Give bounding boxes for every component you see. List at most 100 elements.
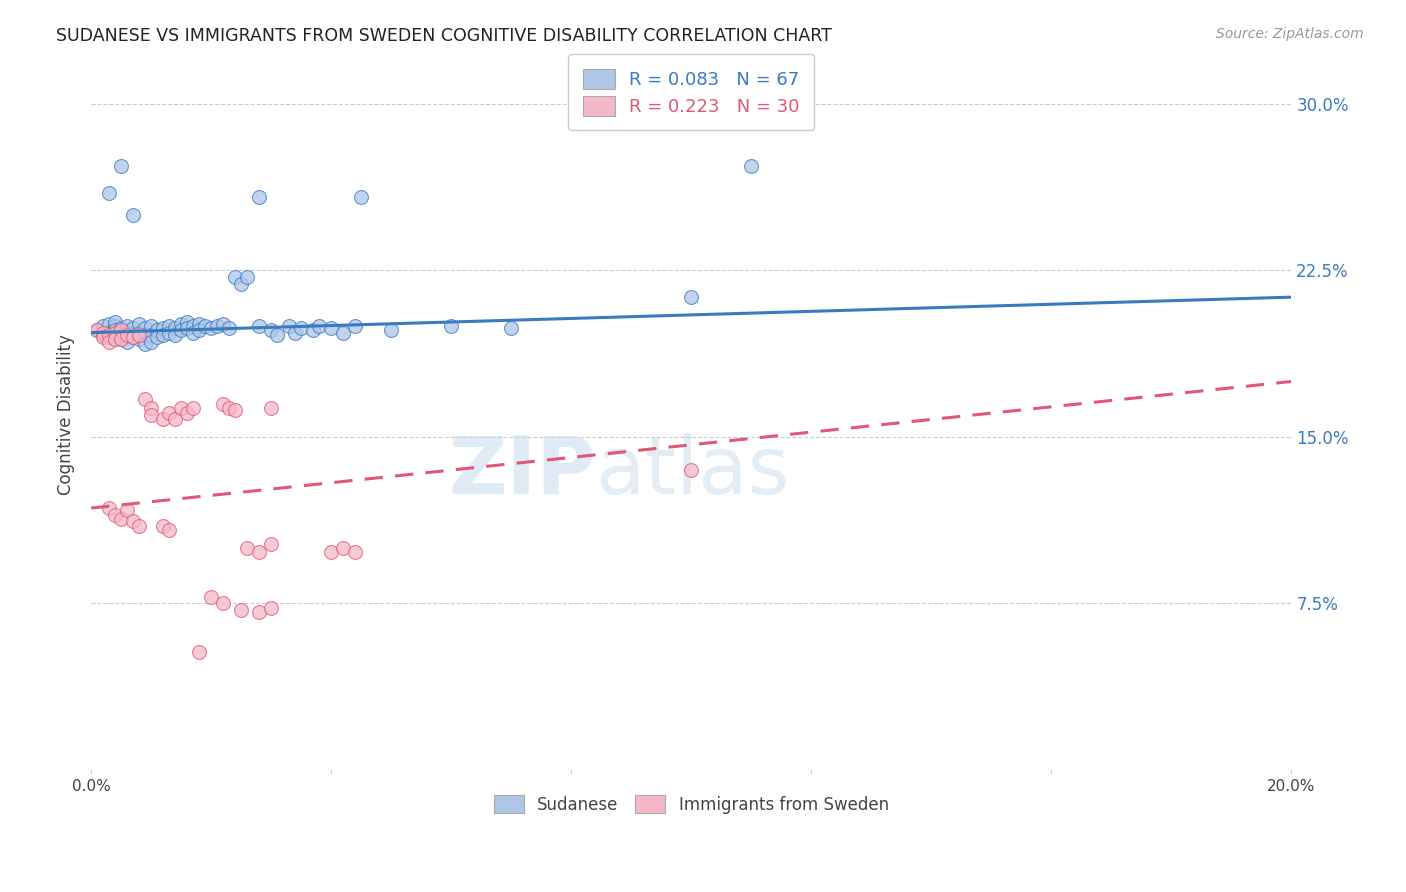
Point — [247, 545, 270, 559]
Point — [115, 327, 138, 342]
Point — [176, 314, 198, 328]
Point — [181, 318, 204, 333]
Point — [284, 326, 307, 340]
Point — [152, 321, 174, 335]
Point — [332, 326, 354, 340]
Point — [104, 332, 127, 346]
Point — [344, 318, 367, 333]
Point — [194, 318, 217, 333]
Point — [128, 332, 150, 346]
Point — [290, 321, 312, 335]
Point — [98, 327, 121, 342]
Point — [302, 323, 325, 337]
Point — [236, 270, 259, 285]
Point — [104, 508, 127, 522]
Point — [91, 326, 114, 340]
Point — [236, 541, 259, 555]
Point — [115, 334, 138, 349]
Point — [141, 408, 163, 422]
Point — [224, 403, 246, 417]
Point — [134, 327, 156, 342]
Point — [188, 323, 211, 337]
Text: SUDANESE VS IMMIGRANTS FROM SWEDEN COGNITIVE DISABILITY CORRELATION CHART: SUDANESE VS IMMIGRANTS FROM SWEDEN COGNI… — [56, 27, 832, 45]
Point — [181, 326, 204, 340]
Point — [176, 321, 198, 335]
Point — [350, 190, 373, 204]
Point — [247, 606, 270, 620]
Point — [91, 318, 114, 333]
Point — [110, 321, 132, 335]
Point — [128, 317, 150, 331]
Point — [98, 186, 121, 200]
Point — [260, 401, 283, 416]
Point — [260, 536, 283, 550]
Point — [134, 336, 156, 351]
Point — [86, 323, 108, 337]
Point — [212, 597, 235, 611]
Point — [501, 321, 523, 335]
Point — [740, 159, 762, 173]
Legend: Sudanese, Immigrants from Sweden: Sudanese, Immigrants from Sweden — [482, 783, 900, 826]
Point — [181, 401, 204, 416]
Point — [231, 603, 253, 617]
Point — [110, 332, 132, 346]
Point — [146, 323, 169, 337]
Point — [91, 327, 114, 342]
Point — [260, 601, 283, 615]
Point — [188, 317, 211, 331]
Point — [128, 518, 150, 533]
Point — [98, 317, 121, 331]
Point — [205, 318, 228, 333]
Point — [165, 412, 187, 426]
Point — [332, 541, 354, 555]
Point — [134, 321, 156, 335]
Point — [104, 314, 127, 328]
Point — [128, 326, 150, 340]
Point — [321, 545, 343, 559]
Point — [98, 330, 121, 344]
Point — [218, 401, 240, 416]
Point — [321, 321, 343, 335]
Point — [165, 321, 187, 335]
Point — [134, 392, 156, 407]
Point — [308, 318, 330, 333]
Point — [176, 406, 198, 420]
Point — [170, 401, 193, 416]
Point — [115, 503, 138, 517]
Point — [266, 327, 288, 342]
Point — [212, 317, 235, 331]
Text: atlas: atlas — [595, 433, 790, 510]
Y-axis label: Cognitive Disability: Cognitive Disability — [58, 334, 75, 495]
Point — [98, 334, 121, 349]
Point — [122, 208, 145, 222]
Point — [218, 321, 240, 335]
Point — [122, 321, 145, 335]
Point — [146, 330, 169, 344]
Point — [440, 318, 463, 333]
Point — [91, 330, 114, 344]
Point — [98, 501, 121, 516]
Point — [104, 323, 127, 337]
Point — [152, 327, 174, 342]
Point — [157, 326, 180, 340]
Text: Source: ZipAtlas.com: Source: ZipAtlas.com — [1216, 27, 1364, 41]
Point — [128, 327, 150, 342]
Point — [122, 514, 145, 528]
Point — [141, 318, 163, 333]
Point — [122, 330, 145, 344]
Point — [231, 277, 253, 291]
Point — [170, 317, 193, 331]
Point — [157, 523, 180, 537]
Point — [86, 323, 108, 337]
Point — [212, 397, 235, 411]
Point — [200, 321, 222, 335]
Point — [247, 190, 270, 204]
Point — [157, 406, 180, 420]
Point — [247, 318, 270, 333]
Point — [278, 318, 301, 333]
Point — [110, 327, 132, 342]
Point — [188, 645, 211, 659]
Text: ZIP: ZIP — [449, 433, 595, 510]
Point — [98, 326, 121, 340]
Point — [380, 323, 402, 337]
